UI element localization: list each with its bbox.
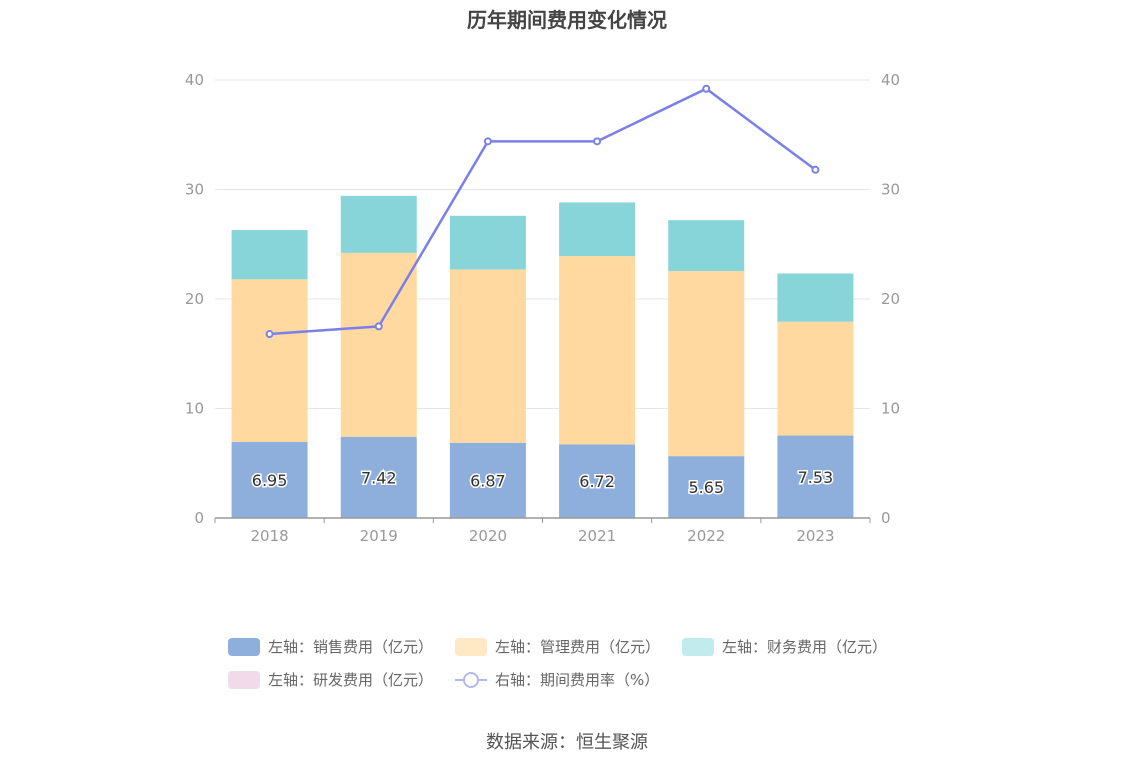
y-left-tick-label: 20 [185,290,204,308]
x-tick-label: 2023 [796,527,834,545]
data-labels: 6.95 7.42 6.87 6.72 5.65 7.53 [250,466,834,498]
expense-rate-point [374,322,383,331]
legend-label-rnd: 左轴：研发费用（亿元） [268,671,434,689]
y-right-tick-label: 40 [881,71,900,89]
gridlines [215,79,870,409]
legend-label-sales: 左轴：销售费用（亿元） [268,638,434,656]
expense-rate-line [269,87,817,336]
expense-rate-point [483,137,492,146]
bar-segment [340,436,417,518]
bar-segment [231,279,308,442]
expense-rate-point [811,165,820,174]
bar-segment [668,220,745,272]
bar-data-label: 6.95 [252,471,288,490]
legend-item-expense-rate[interactable]: 右轴：期间费用率（%） [455,669,659,690]
x-tick-label: 2020 [469,527,507,545]
bar-segment [777,435,854,518]
legend-row-1: 左轴：销售费用（亿元） 左轴：管理费用（亿元） 左轴：财务费用（亿元） [228,630,928,663]
x-tick-label: 2021 [578,527,616,545]
line-series [265,84,820,339]
y-right-tick-label: 30 [881,181,900,199]
y-left-tick-label: 0 [194,509,204,527]
bar-segment [777,273,854,322]
legend-item-rnd[interactable]: 左轴：研发费用（亿元） [228,669,433,690]
legend-swatch-expense-rate [455,671,488,689]
bar-segment [231,441,308,518]
legend-swatch-rnd [228,670,260,689]
legend-item-sales[interactable]: 左轴：销售费用（亿元） [228,636,433,657]
bar-segment [777,321,854,436]
legend-label-finance: 左轴：财务费用（亿元） [722,638,888,656]
x-tick-label: 2018 [250,527,288,545]
expense-rate-point [593,137,602,146]
chart-canvas: 0 10 20 30 40 0 10 20 30 40 2018 2019 2020 2021 2022 20… [185,71,900,545]
chart-title: 历年期间费用变化情况 [467,8,667,32]
bar-segment [340,195,417,253]
bar-segment [449,215,526,270]
y-right-tick-label: 0 [881,509,891,527]
legend-row-2: 左轴：研发费用（亿元） 右轴：期间费用率（%） [228,663,928,696]
bar-data-label: 6.87 [470,471,506,490]
bar-data-label: 7.42 [361,468,397,487]
legend-swatch-finance [682,637,715,656]
bar-data-label: 7.53 [798,468,834,487]
legend-swatch-admin [455,637,488,656]
bar-data-label: 6.72 [579,472,615,491]
expense-rate-point [702,84,711,93]
y-left-tick-label: 10 [185,400,204,418]
bar-segment [449,442,526,518]
legend-label-admin: 左轴：管理费用（亿元） [495,638,661,656]
y-left-tick-label: 40 [185,71,204,89]
y-right-tick-label: 10 [881,400,900,418]
legend-label-expense-rate: 右轴：期间费用率（%） [495,671,660,689]
y-right-tick-label: 20 [881,290,900,308]
axes: 0 10 20 30 40 0 10 20 30 40 2018 2019 2020 2021 2022 20… [185,71,900,545]
legend-swatch-sales [228,637,260,656]
bar-segment [231,230,308,280]
bar-data-label: 5.65 [688,478,724,497]
bar-segment [449,269,526,443]
bar-segment [559,256,636,445]
legend: 左轴：销售费用（亿元） 左轴：管理费用（亿元） 左轴：财务费用（亿元） 左轴：研… [228,630,928,696]
x-tick-label: 2022 [687,527,725,545]
bar-segment [559,444,636,518]
bar-segment [559,202,636,257]
legend-item-finance[interactable]: 左轴：财务费用（亿元） [682,636,887,657]
bar-segment [668,456,745,518]
bar-segment [668,271,745,457]
legend-item-admin[interactable]: 左轴：管理费用（亿元） [455,636,660,657]
data-source: 数据来源：恒生聚源 [486,732,648,753]
y-left-tick-label: 30 [185,181,204,199]
x-tick-label: 2019 [360,527,398,545]
expense-rate-point [265,330,274,339]
bar-series [231,195,854,518]
